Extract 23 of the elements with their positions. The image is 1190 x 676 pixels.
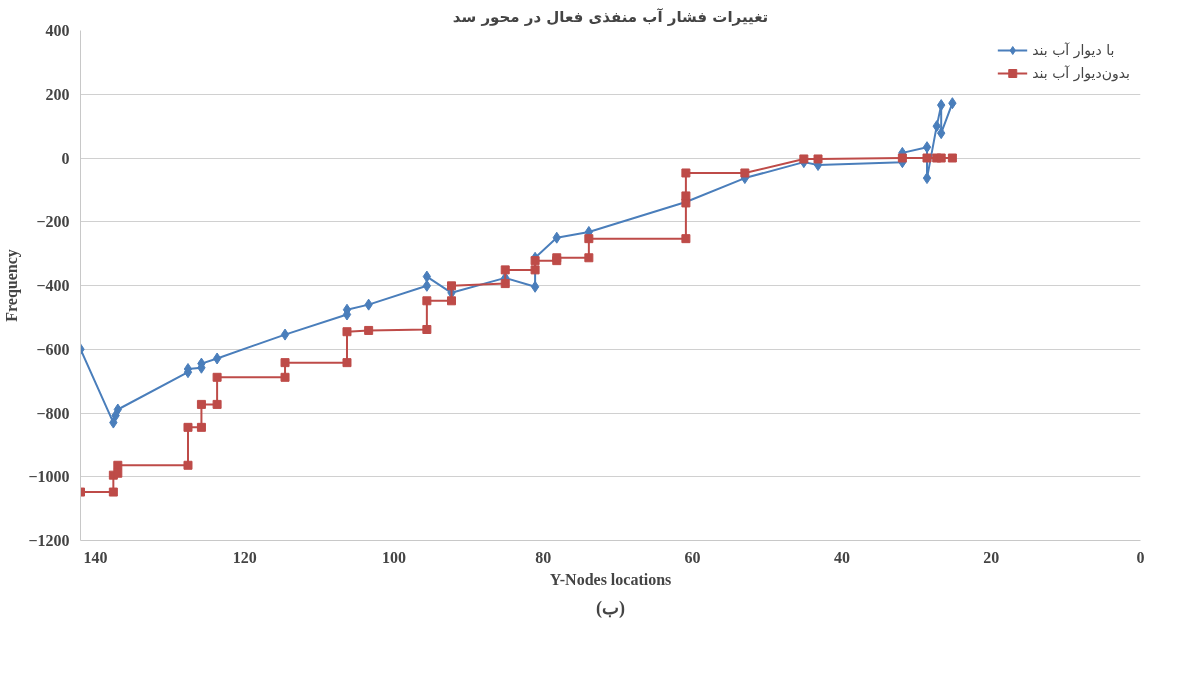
y-tick-label: −400 (36, 277, 70, 294)
y-tick-label: −600 (36, 340, 70, 358)
chart-title: تغییرات فشار آب منفذی فعال در محور سد (452, 7, 769, 26)
x-tick-label: 140 (83, 548, 108, 566)
y-axis-title: Frequency (3, 249, 22, 322)
x-tick-label: 60 (684, 548, 701, 566)
x-tick-label: 100 (382, 548, 407, 566)
x-tick-label: 20 (983, 548, 1000, 566)
x-tick-label: 80 (535, 548, 552, 566)
x-axis-title: Y-Nodes locations (549, 570, 672, 588)
y-tick-label: 200 (45, 85, 70, 103)
y-tick-label: −1000 (28, 468, 70, 486)
y-tick-label: −200 (36, 213, 70, 231)
legend-label: با دیوار آب بند (1032, 42, 1115, 58)
x-tick-label: 40 (833, 548, 850, 566)
y-tick-label: −1200 (28, 532, 70, 549)
legend-label: بدون‌دیوار آب بند (1032, 65, 1130, 81)
y-tick-label: 400 (45, 22, 70, 39)
x-tick-label: 0 (1136, 548, 1145, 566)
y-tick-label: −800 (36, 404, 70, 422)
x-tick-label: 120 (232, 548, 257, 566)
y-tick-label: 0 (61, 149, 70, 167)
text: (ب) (596, 597, 626, 619)
